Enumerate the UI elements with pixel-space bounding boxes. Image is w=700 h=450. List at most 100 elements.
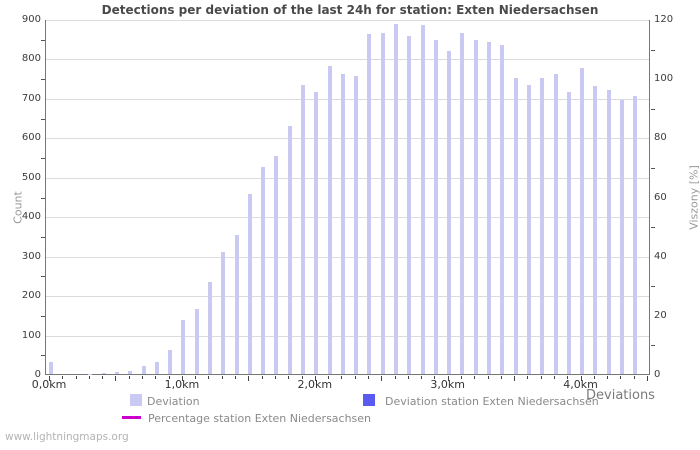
bar-deviation-4.1km <box>593 85 598 374</box>
x-tick-label-2km: 2,0km <box>297 378 333 391</box>
right-minor-tick <box>651 227 655 229</box>
gridline-400 <box>46 217 649 219</box>
x-tick-0.0km <box>49 376 50 381</box>
x-tick-2.3km <box>354 376 356 379</box>
bar-deviation-1.0km <box>181 320 186 374</box>
left-tick-label-500: 500 <box>21 171 41 183</box>
bar-deviation-0.6km <box>128 371 133 374</box>
bar-deviation-0.7km <box>141 366 146 374</box>
bar-deviation-2.5km <box>380 33 385 374</box>
bar-deviation-1.9km <box>301 85 305 374</box>
right-minor-tick <box>651 108 655 110</box>
x-tick-3.0km <box>447 376 449 381</box>
x-tick-3.2km <box>474 376 476 379</box>
gridline-300 <box>46 256 649 258</box>
gridline-800 <box>46 59 649 61</box>
bar-deviation-4.4km <box>633 96 638 374</box>
left-minor-tick <box>41 158 45 160</box>
bar-deviation-1.4km <box>234 234 239 374</box>
left-tick-label-800: 800 <box>21 53 41 65</box>
bar-deviation-1.2km <box>207 281 212 374</box>
bar-deviation-1.8km <box>287 126 292 374</box>
bar-deviation-0.0km <box>48 361 53 374</box>
x-tick-3.5km <box>514 376 516 381</box>
station-deviation-legend-label: Deviation station Exten Niedersachsen <box>385 395 599 408</box>
deviation-legend-swatch <box>130 394 142 406</box>
x-tick-2.5km <box>381 376 383 381</box>
gridline-700 <box>46 98 649 100</box>
bar-deviation-1.1km <box>194 309 199 374</box>
left-minor-tick <box>41 276 45 278</box>
bar-deviation-3.2km <box>473 39 478 374</box>
x-tick-4.4km <box>633 376 635 379</box>
x-tick-0.6km <box>128 376 130 379</box>
left-tick-label-600: 600 <box>21 132 41 144</box>
bar-deviation-4.2km <box>606 90 611 374</box>
bar-deviation-3.4km <box>500 44 505 374</box>
x-tick-0.5km <box>115 376 117 381</box>
x-tick-1.8km <box>288 376 290 379</box>
right-axis-title: Viszony [%] <box>687 165 700 230</box>
x-tick-1.2km <box>208 376 210 379</box>
right-tick-label-60: 60 <box>654 191 667 203</box>
bar-deviation-0.9km <box>168 349 173 374</box>
bar-deviation-3.1km <box>460 33 465 374</box>
x-tick-3.8km <box>554 376 556 379</box>
bar-deviation-0.4km <box>101 372 106 374</box>
x-tick-1.4km <box>235 376 237 379</box>
x-tick-4.3km <box>620 376 622 379</box>
x-tick-1.9km <box>301 376 303 379</box>
right-minor-tick <box>651 167 655 169</box>
left-minor-tick <box>41 118 45 120</box>
percentage-legend-label: Percentage station Exten Niedersachsen <box>148 412 372 425</box>
right-tick-label-40: 40 <box>654 250 667 262</box>
bar-deviation-3.7km <box>540 78 545 374</box>
left-tick-label-400: 400 <box>21 211 41 223</box>
right-tick-label-120: 120 <box>654 14 674 25</box>
x-tick-0.1km <box>62 376 64 379</box>
x-tick-0.7km <box>142 376 144 379</box>
left-tick-label-100: 100 <box>21 329 41 341</box>
x-tick-2.9km <box>434 376 436 379</box>
right-tick-label-80: 80 <box>654 132 667 144</box>
left-minor-tick <box>41 355 45 357</box>
left-tick-label-200: 200 <box>21 290 41 302</box>
bar-deviation-1.3km <box>221 251 226 374</box>
x-tick-0.2km <box>75 376 77 379</box>
bar-deviation-2.7km <box>407 36 412 374</box>
left-tick-label-300: 300 <box>21 250 41 262</box>
gridline-500 <box>46 177 649 179</box>
x-tick-4.5km <box>647 376 649 381</box>
left-minor-tick <box>41 197 45 199</box>
x-tick-1.0km <box>181 376 183 381</box>
x-tick-3.1km <box>460 376 462 379</box>
left-minor-tick <box>41 79 45 81</box>
bar-deviation-0.8km <box>154 361 159 374</box>
x-tick-2.8km <box>421 376 423 379</box>
x-tick-4.2km <box>607 376 609 379</box>
x-tick-2.0km <box>314 376 316 381</box>
bar-deviation-4.0km <box>580 68 585 374</box>
left-tick-label-700: 700 <box>21 92 41 104</box>
left-minor-tick <box>41 39 45 41</box>
gridline-200 <box>46 296 649 298</box>
percentage-legend-swatch <box>122 416 141 419</box>
right-tick-label-0: 0 <box>654 369 661 380</box>
gridline-100 <box>46 335 649 337</box>
x-tick-2.6km <box>394 376 396 379</box>
x-tick-2.2km <box>341 376 343 379</box>
bar-deviation-2.4km <box>367 34 372 374</box>
bar-deviation-4.3km <box>619 100 624 374</box>
x-tick-4.1km <box>593 376 595 379</box>
right-minor-tick <box>651 286 655 288</box>
bar-deviation-3.0km <box>447 51 452 374</box>
bar-deviation-0.5km <box>114 372 119 374</box>
bar-deviation-1.5km <box>247 194 252 374</box>
right-tick-label-100: 100 <box>654 73 674 85</box>
x-tick-2.1km <box>328 376 330 379</box>
x-tick-label-1km: 1,0km <box>164 378 200 391</box>
gridline-900 <box>46 20 649 21</box>
x-tick-1.6km <box>261 376 263 379</box>
right-minor-tick <box>651 49 655 51</box>
